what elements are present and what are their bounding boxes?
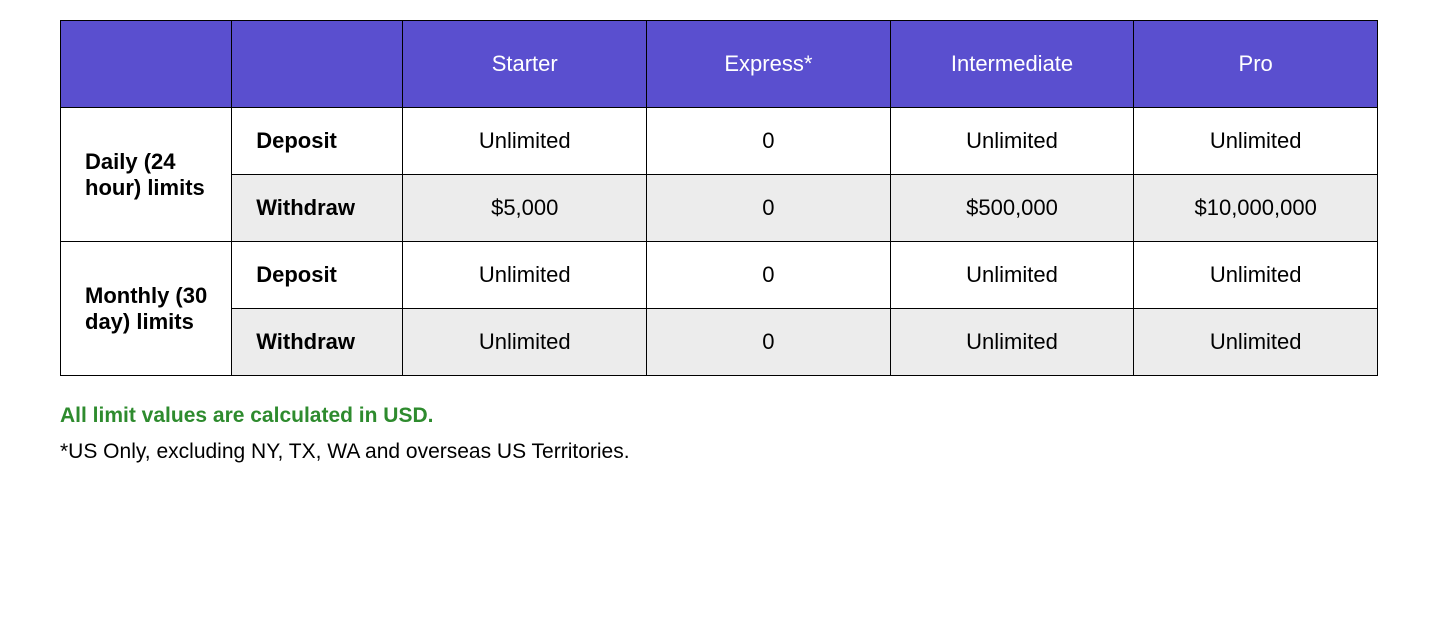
- limits-table: Starter Express* Intermediate Pro Daily …: [60, 20, 1378, 376]
- tier-header: Pro: [1134, 21, 1378, 108]
- tier-header: Intermediate: [890, 21, 1134, 108]
- limit-cell: Unlimited: [403, 108, 647, 175]
- table-row: Daily (24 hour) limits Deposit Unlimited…: [61, 108, 1378, 175]
- limit-cell: Unlimited: [403, 309, 647, 376]
- tier-header: Starter: [403, 21, 647, 108]
- limit-cell: $10,000,000: [1134, 175, 1378, 242]
- limit-cell: Unlimited: [890, 242, 1134, 309]
- header-blank-2: [232, 21, 403, 108]
- limit-cell: Unlimited: [890, 309, 1134, 376]
- group-label: Monthly (30 day) limits: [61, 242, 232, 376]
- limit-cell: 0: [647, 175, 891, 242]
- tier-header: Express*: [647, 21, 891, 108]
- table-row: Monthly (30 day) limits Deposit Unlimite…: [61, 242, 1378, 309]
- limit-cell: 0: [647, 242, 891, 309]
- limit-cell: Unlimited: [890, 108, 1134, 175]
- row-type: Withdraw: [232, 175, 403, 242]
- row-type: Deposit: [232, 108, 403, 175]
- usd-note: All limit values are calculated in USD.: [60, 400, 1378, 432]
- limit-cell: Unlimited: [1134, 108, 1378, 175]
- group-label: Daily (24 hour) limits: [61, 108, 232, 242]
- row-type: Withdraw: [232, 309, 403, 376]
- limit-cell: Unlimited: [403, 242, 647, 309]
- header-blank-1: [61, 21, 232, 108]
- limit-cell: 0: [647, 309, 891, 376]
- limit-cell: Unlimited: [1134, 309, 1378, 376]
- footnote: All limit values are calculated in USD. …: [60, 400, 1378, 467]
- table-header-row: Starter Express* Intermediate Pro: [61, 21, 1378, 108]
- limit-cell: 0: [647, 108, 891, 175]
- table-row: Withdraw Unlimited 0 Unlimited Unlimited: [61, 309, 1378, 376]
- limit-cell: $500,000: [890, 175, 1134, 242]
- table-row: Withdraw $5,000 0 $500,000 $10,000,000: [61, 175, 1378, 242]
- limit-cell: Unlimited: [1134, 242, 1378, 309]
- limit-cell: $5,000: [403, 175, 647, 242]
- row-type: Deposit: [232, 242, 403, 309]
- disclaimer-note: *US Only, excluding NY, TX, WA and overs…: [60, 436, 1378, 468]
